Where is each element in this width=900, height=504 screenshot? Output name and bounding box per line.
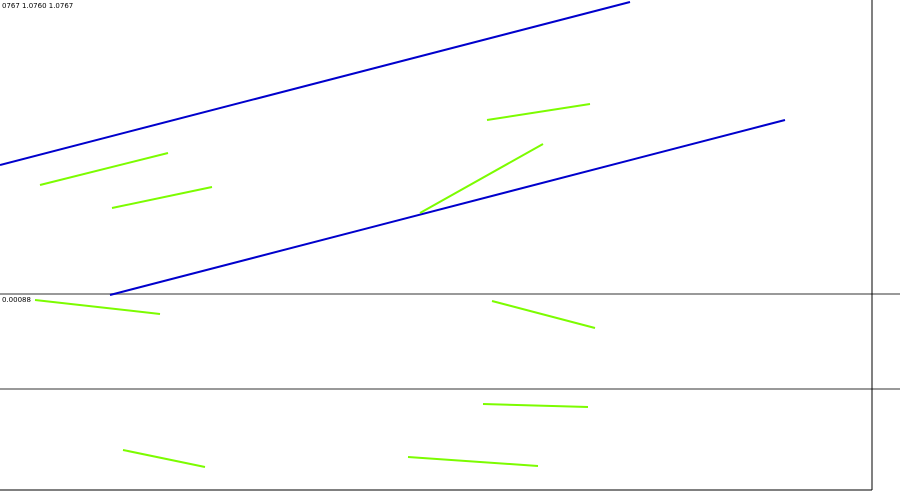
divergence-line: [482, 403, 589, 408]
divergence-line: [111, 186, 213, 209]
divergence-line: [491, 300, 596, 329]
chart-title: 0767 1.0760 1.0767: [2, 2, 73, 10]
divergence-line: [34, 299, 161, 315]
divergence-line: [122, 449, 206, 468]
divergence-line: [39, 152, 169, 186]
indicator-value: 0.00088: [2, 296, 31, 304]
divergence-line: [486, 103, 591, 121]
divergence-line: [407, 456, 539, 467]
channel-line: [109, 119, 786, 296]
divergence-line: [419, 143, 544, 214]
divergence-lines: [34, 103, 596, 468]
channel-line: [0, 1, 631, 166]
